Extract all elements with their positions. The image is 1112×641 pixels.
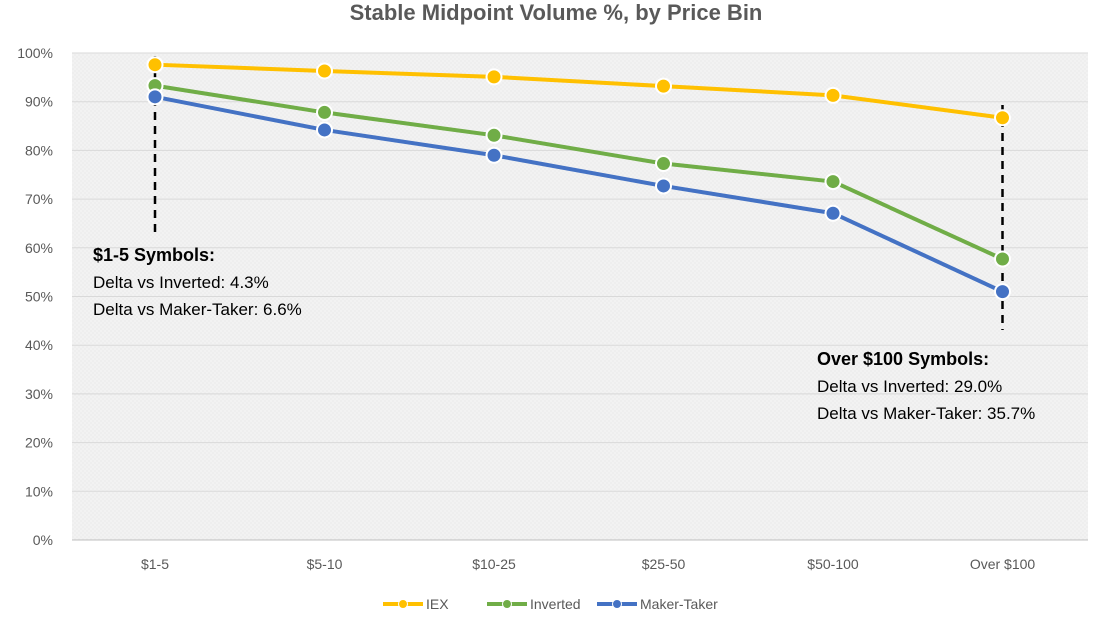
annotation-line: Delta vs Maker-Taker: 35.7% xyxy=(817,404,1035,423)
y-tick-label: 10% xyxy=(25,483,53,499)
legend-label: Maker-Taker xyxy=(640,596,718,612)
data-point xyxy=(994,109,1011,127)
series-layer xyxy=(146,56,1011,301)
legend-swatch-marker xyxy=(398,599,408,609)
series-line xyxy=(153,83,1005,262)
data-point xyxy=(146,88,164,106)
annotation-box: $1-5 Symbols: Delta vs Inverted: 4.3% Delt… xyxy=(93,245,302,319)
y-tick-label: 80% xyxy=(25,142,53,158)
legend-swatch-marker xyxy=(502,599,512,609)
annotations: $1-5 Symbols: Delta vs Inverted: 4.3% Delt… xyxy=(93,245,1035,423)
series-inverted xyxy=(146,77,1011,268)
data-point xyxy=(655,177,672,195)
series-line xyxy=(153,62,1005,120)
annotation-line: Delta vs Maker-Taker: 6.6% xyxy=(93,300,302,319)
y-tick-label: 40% xyxy=(25,337,53,353)
legend-item: IEX xyxy=(383,596,449,612)
data-point xyxy=(485,126,503,144)
data-point xyxy=(485,68,503,86)
series-line xyxy=(153,94,1005,294)
x-tick-label: $5-10 xyxy=(307,556,343,572)
x-tick-label: $10-25 xyxy=(472,556,516,572)
y-tick-label: 90% xyxy=(25,94,53,110)
y-tick-label: 0% xyxy=(33,532,53,548)
legend-item: Maker-Taker xyxy=(597,596,718,612)
y-tick-label: 30% xyxy=(25,386,53,402)
annotation-box: Over $100 Symbols: Delta vs Inverted: 29.… xyxy=(817,349,1035,423)
axes: 0% 10% 20% 30% 40% 50% 60% 70% 80% 90% 100% $1-5 $5-… xyxy=(17,45,1088,572)
data-point xyxy=(824,204,842,222)
data-point xyxy=(146,56,164,74)
x-tick-label: $50-100 xyxy=(807,556,859,572)
series-maker-taker xyxy=(146,88,1011,301)
legend-item: Inverted xyxy=(487,596,581,612)
annotation-line: Delta vs Inverted: 29.0% xyxy=(817,377,1002,396)
data-point xyxy=(824,173,842,191)
legend: IEX Inverted Maker-Taker xyxy=(383,596,718,612)
legend-swatch-marker xyxy=(612,599,622,609)
y-tick-label: 70% xyxy=(25,191,53,207)
data-point xyxy=(994,283,1011,301)
data-point xyxy=(316,121,333,139)
data-point xyxy=(316,103,333,121)
data-point xyxy=(316,62,333,80)
gridlines xyxy=(72,52,1088,492)
y-tick-label: 50% xyxy=(25,289,53,305)
x-tick-label: $25-50 xyxy=(642,556,686,572)
legend-label: Inverted xyxy=(530,596,581,612)
y-tick-label: 100% xyxy=(17,45,53,61)
x-tick-label: $1-5 xyxy=(141,556,169,572)
data-point xyxy=(824,86,842,104)
legend-label: IEX xyxy=(426,596,449,612)
annotation-line: Delta vs Inverted: 4.3% xyxy=(93,273,269,292)
y-tick-label: 20% xyxy=(25,435,53,451)
annotation-heading: $1-5 Symbols: xyxy=(93,245,215,265)
data-point xyxy=(994,250,1011,268)
x-tick-label: Over $100 xyxy=(970,556,1036,572)
data-point xyxy=(655,155,672,173)
data-point xyxy=(655,77,672,95)
data-point xyxy=(485,146,503,164)
series-iex xyxy=(146,56,1011,127)
y-tick-label: 60% xyxy=(25,240,53,256)
chart-title: Stable Midpoint Volume %, by Price Bin xyxy=(350,0,763,25)
annotation-heading: Over $100 Symbols: xyxy=(817,349,989,369)
